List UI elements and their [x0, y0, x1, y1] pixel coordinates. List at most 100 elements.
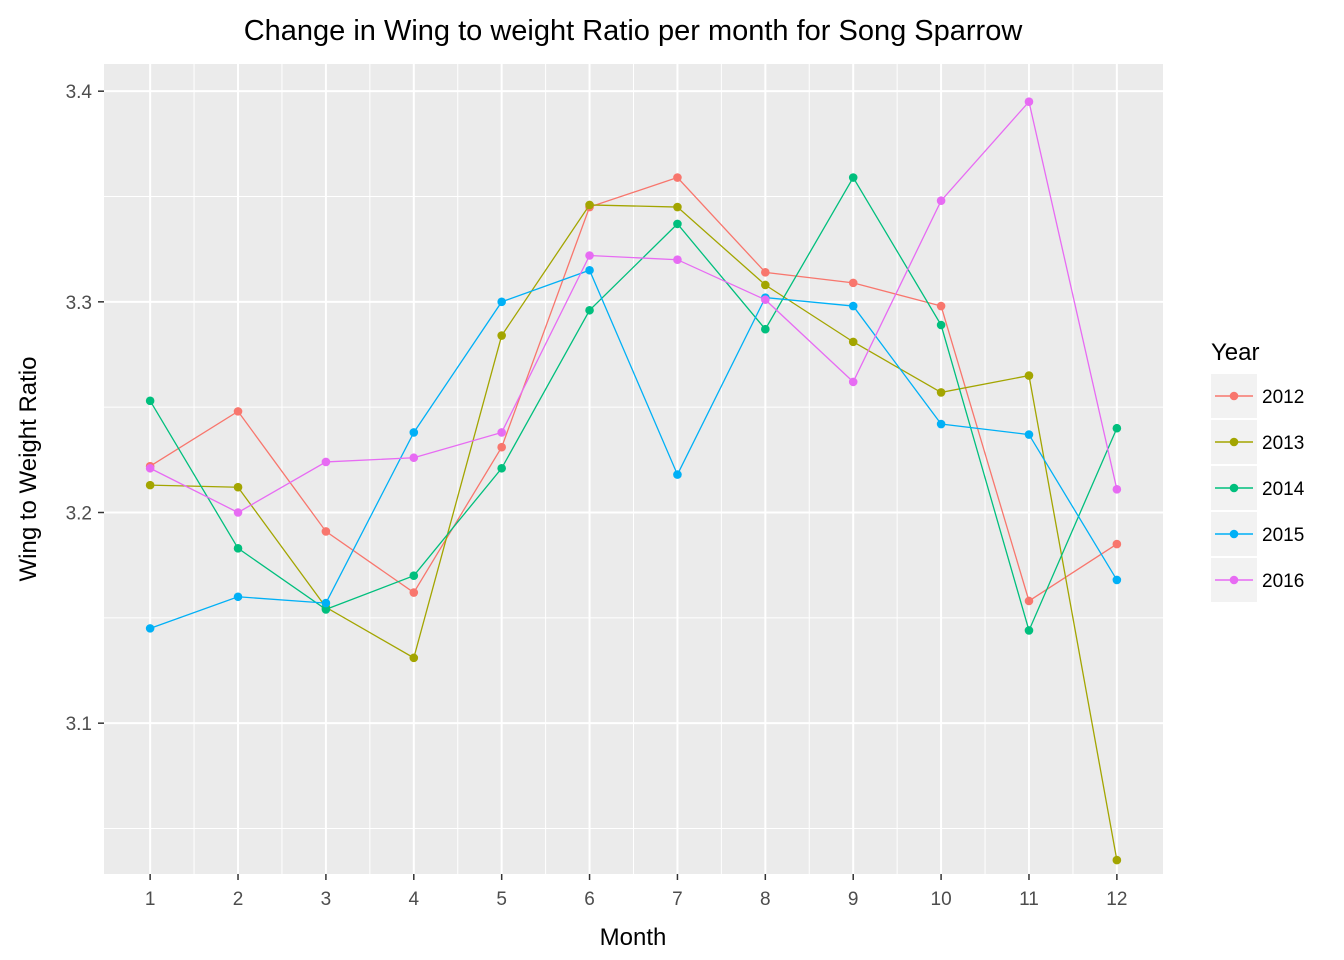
data-point [321, 457, 331, 467]
data-point [936, 301, 946, 311]
x-tick-label: 1 [145, 889, 156, 910]
data-point [1024, 97, 1034, 107]
data-point [761, 280, 770, 290]
legend-key-point [1229, 529, 1239, 539]
data-point [848, 301, 858, 311]
data-point [497, 463, 506, 473]
x-tick-label: 6 [584, 889, 595, 910]
x-axis-title: Month [600, 924, 667, 951]
legend-item-2015: 2015 [1211, 512, 1304, 556]
chart-title: Change in Wing to weight Ratio per month… [244, 15, 1024, 47]
data-point [409, 653, 419, 663]
x-tick-label: 7 [672, 889, 683, 910]
x-tick-label: 8 [760, 889, 771, 910]
data-point [1024, 596, 1034, 606]
data-point [145, 480, 155, 490]
legend-key-point [1229, 483, 1239, 493]
grid-lines [104, 64, 1163, 874]
data-point [936, 419, 946, 429]
data-point [936, 196, 946, 206]
data-point [497, 428, 506, 437]
legend-item-2012: 2012 [1211, 374, 1304, 418]
series-line-2016 [149, 100, 1118, 514]
data-point [673, 173, 682, 182]
x-tick-label: 3 [321, 889, 332, 910]
y-axis-title: Wing to Weight Ratio [15, 357, 42, 582]
y-tick-label: 3.3 [66, 293, 92, 314]
series-2014 [145, 173, 1122, 635]
data-point [233, 407, 243, 416]
data-point [761, 324, 770, 334]
data-point [848, 278, 858, 288]
x-axis: 1 2 3 4 5 6 7 8 9 10 11 12 [145, 874, 1127, 910]
y-tick-label: 3.2 [66, 504, 92, 525]
x-tick-label: 11 [1019, 889, 1039, 910]
data-point [233, 482, 243, 492]
data-point [585, 200, 594, 210]
legend-label: 2014 [1262, 479, 1305, 500]
legend-key-point [1229, 437, 1239, 447]
data-point [1024, 430, 1034, 439]
y-tick-label: 3.4 [66, 82, 93, 103]
legend-label: 2016 [1262, 571, 1304, 592]
data-point [233, 508, 243, 517]
x-tick-label: 2 [233, 889, 244, 910]
series-line-2013 [150, 204, 1118, 861]
data-point [497, 297, 506, 307]
legend-key-point [1229, 391, 1239, 401]
legend: Year 2012 2013 2014 2015 2016 [1211, 339, 1305, 602]
legend-label: 2015 [1262, 525, 1304, 546]
data-point [673, 255, 682, 265]
data-point [233, 592, 243, 602]
y-axis: 3.1 3.2 3.3 3.4 [66, 82, 104, 735]
data-point [409, 428, 419, 437]
legend-label: 2012 [1262, 387, 1304, 408]
data-point [497, 331, 506, 340]
y-tick-label: 3.1 [66, 714, 92, 735]
data-point [585, 251, 594, 260]
data-point [145, 396, 155, 406]
data-series [145, 97, 1122, 865]
legend-items: 2012 2013 2014 2015 2016 [1211, 374, 1305, 602]
series-2016 [145, 97, 1122, 517]
data-point [761, 268, 770, 277]
data-point [409, 453, 419, 463]
data-point [1112, 855, 1122, 865]
data-point [673, 470, 682, 479]
series-line-2012 [149, 176, 1118, 602]
data-point [585, 265, 594, 275]
data-point [409, 571, 419, 581]
data-point [1112, 539, 1122, 549]
legend-title: Year [1211, 339, 1260, 366]
data-point [848, 377, 858, 387]
series-line-2014 [149, 176, 1118, 633]
data-point [673, 202, 682, 212]
data-point [145, 624, 155, 633]
data-point [585, 305, 594, 315]
data-point [409, 588, 419, 597]
data-point [1112, 423, 1122, 433]
legend-item-2016: 2016 [1211, 558, 1304, 602]
data-point [848, 173, 858, 182]
data-point [936, 320, 946, 330]
series-2012 [145, 173, 1122, 606]
x-tick-label: 12 [1106, 889, 1127, 910]
x-tick-label: 4 [409, 889, 420, 910]
series-line-2015 [149, 269, 1118, 629]
data-point [673, 219, 682, 229]
x-tick-label: 10 [931, 889, 952, 910]
series-2015 [145, 265, 1122, 633]
data-point [321, 598, 331, 608]
x-tick-label: 9 [848, 889, 859, 910]
legend-key-point [1229, 575, 1239, 585]
data-point [1024, 626, 1034, 635]
legend-label: 2013 [1262, 433, 1304, 454]
data-point [1112, 575, 1122, 585]
data-point [233, 544, 243, 553]
data-point [936, 388, 946, 397]
data-point [848, 337, 858, 347]
data-point [497, 442, 506, 452]
data-point [761, 295, 770, 305]
data-point [1024, 371, 1034, 380]
